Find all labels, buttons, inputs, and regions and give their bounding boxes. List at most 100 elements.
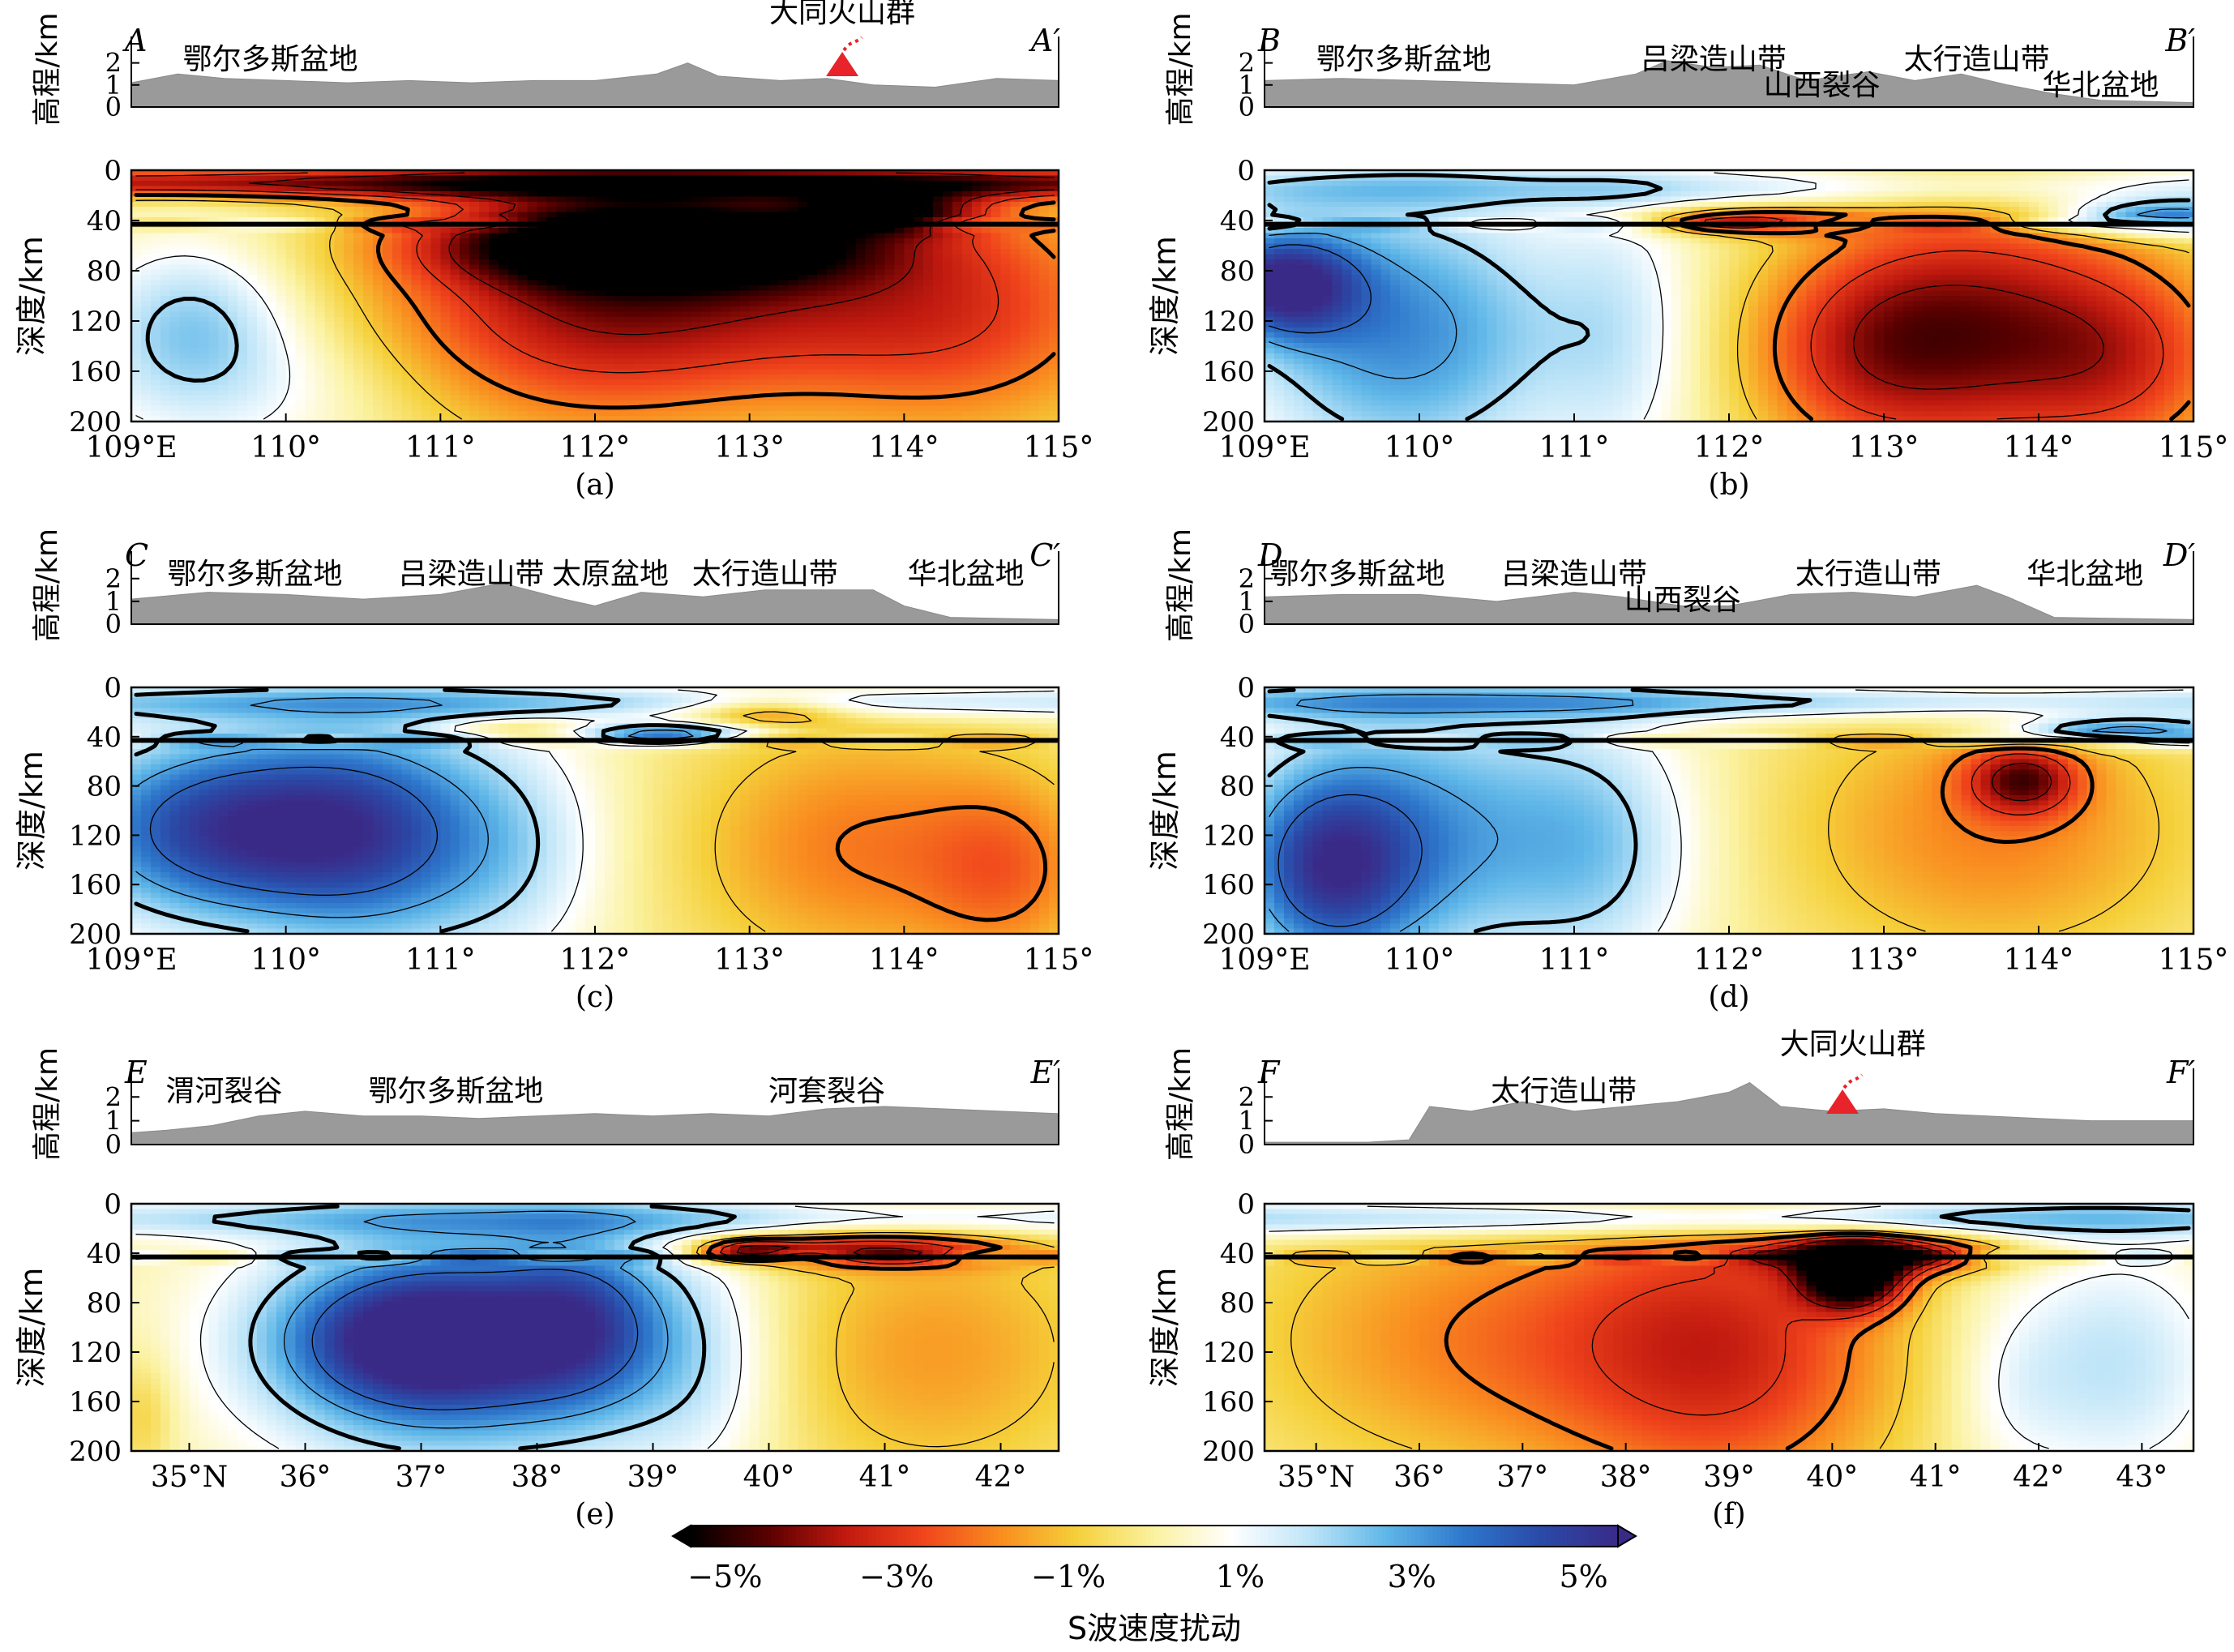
velocity-cell (807, 327, 818, 333)
velocity-cell (1029, 212, 1040, 218)
velocity-cell (479, 416, 490, 422)
velocity-cell (778, 228, 789, 234)
velocity-cell (179, 201, 190, 208)
velocity-cell (256, 384, 267, 391)
velocity-cell (749, 170, 760, 177)
velocity-cell (952, 254, 963, 260)
velocity-cell (827, 285, 837, 292)
velocity-cell (653, 233, 664, 239)
velocity-cell (179, 384, 190, 391)
velocity-cell (798, 243, 808, 250)
velocity-cell (208, 264, 219, 271)
velocity-cell (614, 254, 625, 260)
velocity-cell (1039, 369, 1050, 375)
velocity-cell (933, 233, 944, 239)
velocity-cell (1583, 170, 1594, 177)
velocity-cell (614, 390, 625, 396)
velocity-cell (701, 175, 712, 182)
velocity-cell (923, 228, 934, 234)
velocity-cell (421, 175, 432, 182)
velocity-cell (353, 379, 364, 386)
velocity-cell (276, 348, 287, 354)
velocity-cell (131, 259, 142, 265)
velocity-cell (845, 296, 857, 302)
velocity-cell (238, 269, 248, 276)
velocity-cell (865, 248, 876, 255)
velocity-cell (411, 327, 422, 333)
velocity-cell (1748, 180, 1759, 186)
velocity-cell (1000, 390, 1012, 396)
velocity-cell (199, 369, 209, 375)
velocity-cell (566, 175, 576, 182)
velocity-cell (623, 374, 635, 380)
velocity-cell (1000, 384, 1012, 391)
velocity-cell (353, 322, 364, 328)
velocity-cell (411, 233, 422, 239)
depth-tick-label: 0 (104, 155, 122, 187)
velocity-cell (228, 379, 238, 386)
velocity-cell (653, 264, 664, 271)
velocity-cell (479, 201, 490, 208)
velocity-cell (788, 369, 798, 375)
velocity-cell (701, 390, 712, 396)
velocity-cell (653, 369, 664, 375)
velocity-cell (884, 254, 896, 260)
velocity-cell (836, 186, 847, 192)
velocity-cell (633, 275, 644, 281)
velocity-cell (730, 217, 741, 224)
velocity-cell (392, 311, 403, 318)
velocity-cell (1020, 374, 1030, 380)
velocity-cell (440, 269, 451, 276)
velocity-cell (788, 316, 798, 323)
velocity-cell (807, 322, 818, 328)
velocity-cell (344, 316, 354, 323)
velocity-cell (421, 275, 432, 281)
velocity-cell (218, 296, 229, 302)
velocity-cell (682, 395, 692, 401)
velocity-cell (691, 180, 702, 186)
velocity-cell (411, 316, 422, 323)
velocity-cell (807, 290, 818, 297)
velocity-cell (150, 405, 161, 412)
velocity-cell (430, 379, 441, 386)
velocity-cell (295, 217, 306, 224)
velocity-cell (169, 186, 181, 192)
velocity-cell (228, 207, 238, 213)
velocity-cell (2019, 180, 2030, 186)
velocity-cell (2000, 175, 2010, 182)
velocity-cell (315, 254, 325, 260)
velocity-cell (672, 411, 683, 417)
velocity-cell (1265, 175, 1275, 182)
velocity-cell (672, 217, 683, 224)
velocity-cell (556, 405, 567, 412)
velocity-cell (971, 337, 982, 344)
velocity-cell (256, 316, 267, 323)
velocity-cell (817, 384, 828, 391)
velocity-cell (827, 348, 837, 354)
velocity-cell (933, 353, 944, 360)
velocity-cell (933, 379, 944, 386)
velocity-cell (1039, 248, 1050, 255)
velocity-cell (218, 390, 229, 396)
velocity-cell (884, 233, 896, 239)
velocity-cell (1283, 170, 1295, 177)
velocity-cell (923, 337, 934, 344)
velocity-cell (788, 379, 798, 386)
velocity-cell (315, 201, 325, 208)
velocity-cell (827, 275, 837, 281)
velocity-cell (827, 395, 837, 401)
velocity-cell (353, 238, 364, 245)
velocity-cell (334, 353, 345, 360)
velocity-cell (759, 369, 770, 375)
velocity-cell (228, 369, 238, 375)
velocity-cell (169, 280, 181, 286)
velocity-cell (894, 290, 905, 297)
velocity-cell (739, 207, 751, 213)
velocity-cell (672, 290, 683, 297)
velocity-cell (778, 400, 789, 407)
velocity-cell (1049, 416, 1059, 422)
velocity-cell (1039, 416, 1050, 422)
velocity-cell (295, 275, 306, 281)
velocity-cell (788, 217, 798, 224)
